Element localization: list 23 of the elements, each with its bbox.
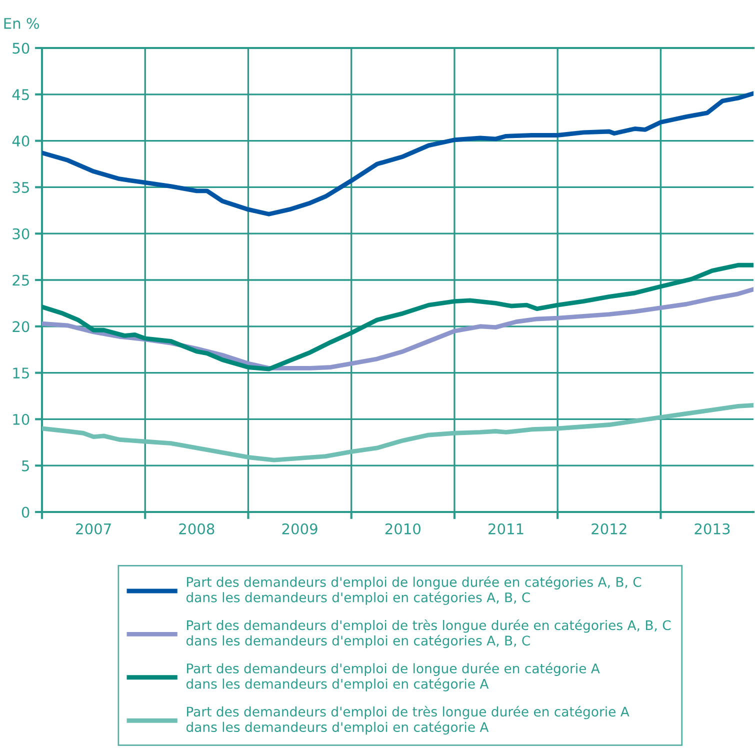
x-tick-label: 2012 — [592, 523, 626, 534]
x-tick-label: 2013 — [694, 523, 730, 534]
y-tick-label: 10 — [13, 414, 30, 425]
x-tick-label: 2007 — [76, 523, 111, 534]
x-tick-label: 2011 — [488, 523, 524, 534]
y-tick-label: 20 — [12, 321, 30, 332]
y-tick-label: 50 — [12, 42, 30, 54]
y-tick-label: 0 — [22, 506, 30, 518]
x-tick-label: 2008 — [179, 523, 214, 534]
y-tick-label: 35 — [12, 182, 29, 193]
y-axis-title: En % — [4, 18, 40, 29]
legend-label: Part des demandeurs d'emploi de très longue durée en catégories A, B, C dans les demandeurs d'emploi en catégories A, B, C — [186, 619, 671, 648]
y-tick-label: 45 — [12, 89, 29, 100]
y-tick-label: 15 — [13, 368, 29, 379]
x-tick-label: 2009 — [282, 523, 318, 534]
legend-label: Part des demandeurs d'emploi de très longue durée en catégorie A dans les demandeurs d'emploi en catégorie A — [186, 706, 630, 735]
y-tick-label: 25 — [12, 274, 29, 286]
legend-label: Part des demandeurs d'emploi de longue durée en catégories A, B, C dans les demandeurs d'emploi en catégories A, B, C — [186, 576, 642, 605]
legend-label: Part des demandeurs d'emploi de longue durée en catégorie A dans les demandeurs d'emploi en catégorie A — [186, 662, 600, 692]
x-tick-label: 2010 — [385, 523, 420, 534]
y-tick-label: 30 — [12, 228, 30, 240]
y-tick-label: 40 — [12, 136, 30, 147]
y-tick-label: 5 — [22, 460, 29, 472]
